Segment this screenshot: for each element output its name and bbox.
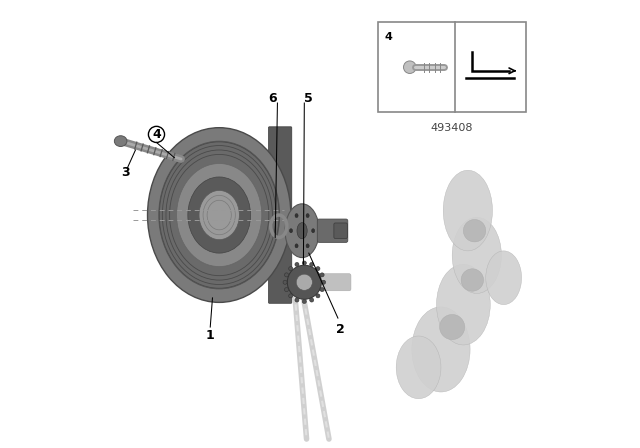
Text: 5: 5 bbox=[305, 92, 313, 105]
Ellipse shape bbox=[310, 263, 314, 267]
Ellipse shape bbox=[306, 244, 309, 248]
Ellipse shape bbox=[443, 170, 492, 251]
Ellipse shape bbox=[289, 228, 292, 233]
Ellipse shape bbox=[302, 261, 307, 265]
Ellipse shape bbox=[396, 336, 441, 399]
Ellipse shape bbox=[403, 61, 416, 73]
Ellipse shape bbox=[320, 273, 324, 277]
Ellipse shape bbox=[312, 228, 315, 233]
Text: 3: 3 bbox=[121, 166, 129, 179]
Ellipse shape bbox=[295, 263, 299, 267]
Ellipse shape bbox=[302, 299, 307, 304]
Circle shape bbox=[463, 220, 486, 242]
Ellipse shape bbox=[285, 288, 289, 292]
Ellipse shape bbox=[188, 177, 251, 253]
Text: 4: 4 bbox=[384, 32, 392, 42]
Ellipse shape bbox=[310, 298, 314, 302]
Ellipse shape bbox=[285, 273, 289, 277]
Text: 6: 6 bbox=[269, 92, 277, 105]
Circle shape bbox=[296, 274, 312, 290]
Ellipse shape bbox=[316, 267, 320, 271]
Ellipse shape bbox=[283, 280, 287, 284]
FancyBboxPatch shape bbox=[269, 127, 292, 303]
FancyBboxPatch shape bbox=[317, 219, 348, 242]
Ellipse shape bbox=[412, 307, 470, 392]
Ellipse shape bbox=[452, 217, 502, 293]
FancyBboxPatch shape bbox=[318, 274, 351, 291]
Circle shape bbox=[287, 265, 321, 299]
Circle shape bbox=[461, 269, 484, 291]
Ellipse shape bbox=[297, 223, 307, 239]
Ellipse shape bbox=[321, 280, 326, 284]
Ellipse shape bbox=[436, 264, 490, 345]
Ellipse shape bbox=[115, 136, 127, 146]
Ellipse shape bbox=[306, 214, 309, 218]
Text: 1: 1 bbox=[206, 328, 214, 342]
Ellipse shape bbox=[285, 204, 319, 258]
Text: 4: 4 bbox=[152, 128, 161, 141]
Ellipse shape bbox=[295, 244, 298, 248]
Ellipse shape bbox=[159, 141, 280, 289]
Ellipse shape bbox=[289, 267, 292, 271]
Ellipse shape bbox=[177, 164, 262, 267]
Text: 2: 2 bbox=[336, 323, 344, 336]
Bar bbox=[378, 22, 526, 112]
Ellipse shape bbox=[147, 128, 291, 302]
Ellipse shape bbox=[316, 294, 320, 298]
Ellipse shape bbox=[199, 190, 239, 240]
Circle shape bbox=[440, 314, 465, 340]
FancyBboxPatch shape bbox=[334, 223, 348, 238]
Text: 493408: 493408 bbox=[431, 123, 474, 133]
Ellipse shape bbox=[295, 214, 298, 218]
Ellipse shape bbox=[295, 298, 299, 302]
Ellipse shape bbox=[289, 294, 292, 298]
Ellipse shape bbox=[486, 251, 522, 305]
Ellipse shape bbox=[320, 288, 324, 292]
